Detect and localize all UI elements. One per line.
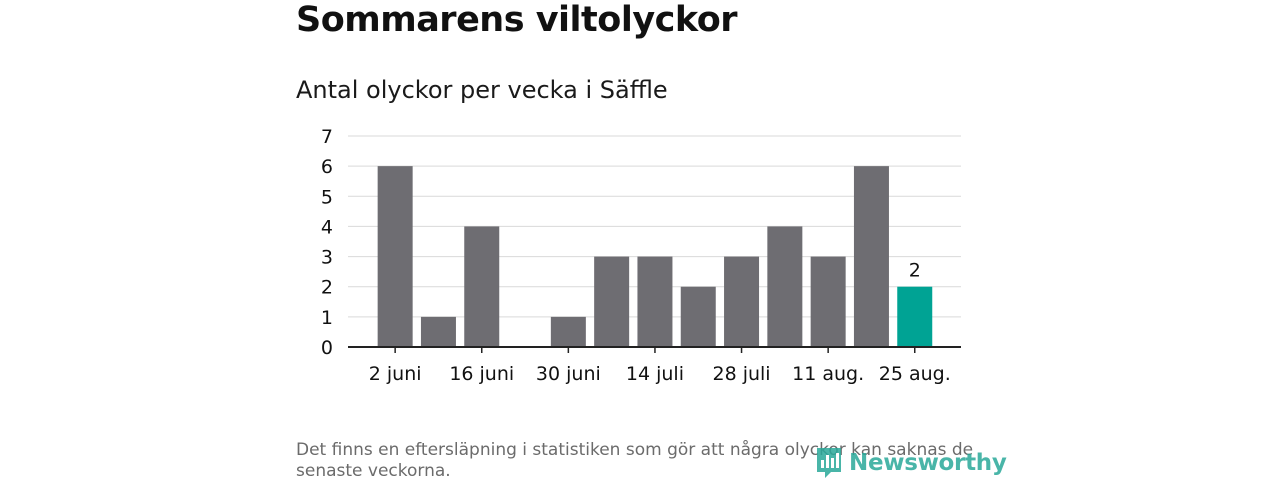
- bar: [420, 316, 456, 347]
- data-label: 2: [909, 260, 921, 282]
- bar: [377, 166, 413, 347]
- bar: [767, 226, 803, 347]
- footnote: Det finns en eftersläpning i statistiken…: [296, 440, 974, 481]
- bar: [853, 166, 889, 347]
- data-labels: 2: [909, 260, 921, 282]
- bar-chart: 0 1 2 3 4 5 6 7 2 juni 16 juni 30 juni 14 juli 28 j…: [321, 126, 961, 385]
- x-axis-ticks: 2 juni 16 juni 30 juni 14 juli 28 juli 11 aug…: [369, 347, 951, 385]
- bar: [724, 256, 760, 347]
- y-tick-label: 7: [321, 126, 333, 148]
- bar: [464, 226, 500, 347]
- x-tick-label: 16 juni: [449, 363, 514, 385]
- bar: [810, 256, 846, 347]
- x-tick-label: 2 juni: [369, 363, 422, 385]
- y-tick-label: 3: [321, 247, 333, 269]
- y-tick-label: 5: [321, 186, 333, 208]
- bar: [594, 256, 630, 347]
- bar: [550, 316, 586, 347]
- newsworthy-logo-icon: [817, 448, 841, 478]
- chart-title: Sommarens viltolyckor: [296, 0, 738, 40]
- x-tick-label: 11 aug.: [792, 363, 864, 385]
- y-tick-label: 1: [321, 307, 333, 329]
- bars: [377, 166, 933, 347]
- newsworthy-logo-text: Newsworthy: [849, 450, 1007, 476]
- x-tick-label: 28 juli: [712, 363, 770, 385]
- y-tick-label: 0: [321, 337, 333, 359]
- y-tick-label: 4: [321, 216, 333, 238]
- x-tick-label: 25 aug.: [879, 363, 951, 385]
- y-axis-ticks: 0 1 2 3 4 5 6 7: [321, 126, 333, 359]
- y-tick-label: 6: [321, 156, 333, 178]
- bar: [897, 286, 933, 347]
- newsworthy-logo: Newsworthy: [815, 446, 1007, 480]
- x-tick-label: 14 juli: [626, 363, 684, 385]
- chart-subtitle: Antal olyckor per vecka i Säffle: [296, 76, 668, 104]
- y-tick-label: 2: [321, 277, 333, 299]
- bar: [680, 286, 716, 347]
- x-tick-label: 30 juni: [536, 363, 601, 385]
- bar: [637, 256, 673, 347]
